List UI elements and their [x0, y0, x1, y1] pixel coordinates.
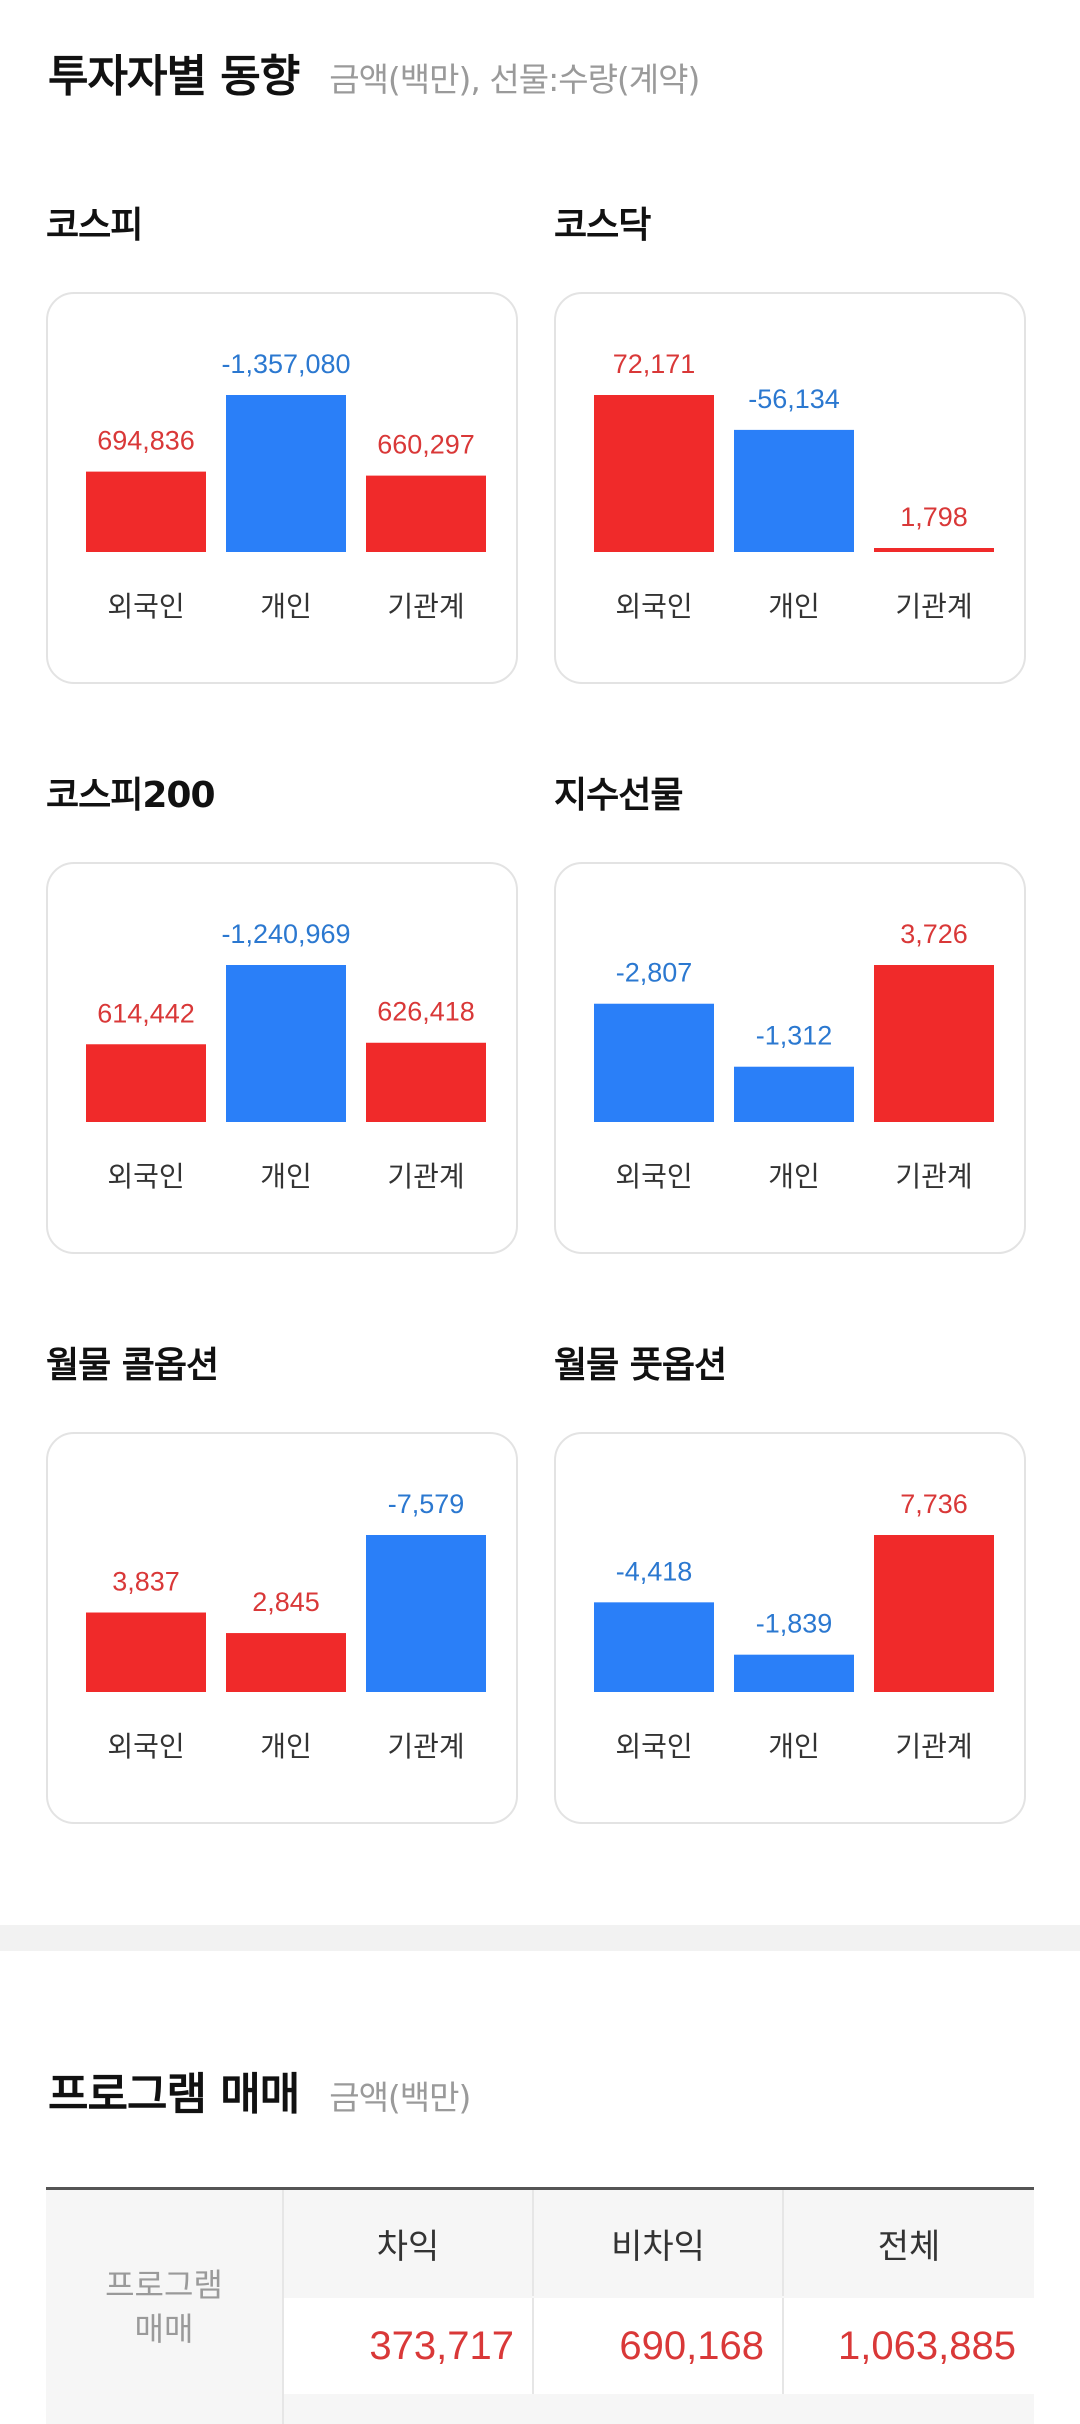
investor-trend-title: 투자자별 동향	[48, 51, 300, 102]
value-total: 1,063,885	[784, 2298, 1034, 2394]
value-label-foreigner: -4,418	[616, 1556, 693, 1586]
category-label-foreigner: 외국인	[615, 590, 692, 623]
column-header-arbitrage: 차익	[284, 2190, 534, 2296]
bar-institution	[874, 1535, 994, 1692]
bar-foreigner	[594, 1003, 714, 1122]
category-label-individual: 개인	[260, 1730, 312, 1763]
chart-title-4: 지수선물	[554, 775, 683, 816]
section-divider	[0, 1925, 1080, 1951]
bar-foreigner	[594, 395, 714, 552]
bar-institution	[366, 1535, 486, 1692]
value-label-institution: 660,297	[377, 430, 475, 460]
bar-chart-1: 694,836 외국인 -1,357,080 개인 660,297 기관계	[86, 349, 486, 623]
value-label-individual: -56,134	[748, 384, 840, 414]
chart-card-5[interactable]: 3,837 외국인 2,845 개인 -7,579 기관계	[46, 1432, 518, 1824]
value-label-institution: 626,418	[377, 997, 475, 1027]
bar-individual	[226, 395, 346, 552]
category-label-foreigner: 외국인	[107, 1730, 184, 1763]
bar-institution	[366, 475, 486, 552]
bar-chart-6: -4,418 외국인 -1,839 개인 7,736 기관계	[594, 1489, 994, 1763]
category-label-individual: 개인	[768, 1730, 820, 1763]
chart-card-1[interactable]: 694,836 외국인 -1,357,080 개인 660,297 기관계	[46, 292, 518, 684]
bar-individual	[734, 1654, 854, 1692]
bar-individual	[734, 1066, 854, 1122]
bar-foreigner	[86, 1044, 206, 1122]
value-label-institution: 1,798	[900, 502, 968, 532]
category-label-individual: 개인	[260, 1160, 312, 1193]
bar-institution	[366, 1042, 486, 1122]
investor-trend-header: 투자자별 동향 금액(백만), 선물:수량(계약)	[48, 40, 700, 104]
value-arbitrage: 373,717	[284, 2298, 534, 2394]
bar-institution	[874, 965, 994, 1122]
value-label-individual: -1,839	[756, 1609, 833, 1639]
program-trading-row-header: 프로그램 매매	[46, 2190, 284, 2424]
bar-chart-5: 3,837 외국인 2,845 개인 -7,579 기관계	[86, 1489, 486, 1763]
program-trading-title: 프로그램 매매	[48, 2069, 300, 2120]
value-label-individual: -1,240,969	[221, 919, 350, 949]
category-label-institution: 기관계	[895, 1730, 972, 1763]
value-label-institution: -7,579	[388, 1489, 465, 1519]
bar-individual	[226, 965, 346, 1122]
chart-title-6: 월물 풋옵션	[554, 1345, 727, 1386]
bar-chart-2: 72,171 외국인 -56,134 개인 1,798 기관계	[594, 349, 994, 623]
value-label-foreigner: 694,836	[97, 426, 195, 456]
chart-title-5: 월물 콜옵션	[46, 1345, 219, 1386]
category-label-foreigner: 외국인	[615, 1730, 692, 1763]
value-label-institution: 3,726	[900, 919, 968, 949]
investor-trend-subtitle: 금액(백만), 선물:수량(계약)	[329, 60, 700, 99]
column-header-non-arbitrage: 비차익	[534, 2190, 784, 2296]
chart-title-3: 코스피200	[46, 775, 216, 816]
value-label-individual: 2,845	[252, 1587, 320, 1617]
bar-individual	[734, 429, 854, 552]
category-label-institution: 기관계	[895, 1160, 972, 1193]
category-label-institution: 기관계	[387, 590, 464, 623]
value-label-individual: -1,357,080	[221, 349, 350, 379]
category-label-individual: 개인	[768, 1160, 820, 1193]
bar-foreigner	[86, 471, 206, 552]
bar-foreigner	[594, 1602, 714, 1692]
chart-card-2[interactable]: 72,171 외국인 -56,134 개인 1,798 기관계	[554, 292, 1026, 684]
value-label-foreigner: -2,807	[616, 958, 693, 988]
chart-title-1: 코스피	[46, 205, 143, 246]
bar-institution	[874, 548, 994, 552]
chart-card-6[interactable]: -4,418 외국인 -1,839 개인 7,736 기관계	[554, 1432, 1026, 1824]
category-label-institution: 기관계	[387, 1730, 464, 1763]
bar-chart-4: -2,807 외국인 -1,312 개인 3,726 기관계	[594, 919, 994, 1193]
row-header-line2: 매매	[134, 2310, 194, 2348]
chart-card-3[interactable]: 614,442 외국인 -1,240,969 개인 626,418 기관계	[46, 862, 518, 1254]
chart-title-2: 코스닥	[554, 205, 651, 246]
value-label-institution: 7,736	[900, 1489, 968, 1519]
category-label-foreigner: 외국인	[107, 1160, 184, 1193]
bar-foreigner	[86, 1612, 206, 1692]
value-non-arbitrage: 690,168	[534, 2298, 784, 2394]
program-trading-header: 프로그램 매매 금액(백만)	[48, 2058, 471, 2122]
program-trading-table: 프로그램 매매 차익 비차익 전체 373,717 690,168 1,063,…	[46, 2187, 1034, 2424]
chart-card-4[interactable]: -2,807 외국인 -1,312 개인 3,726 기관계	[554, 862, 1026, 1254]
value-label-individual: -1,312	[756, 1021, 833, 1051]
row-header-line1: 프로그램	[105, 2266, 223, 2304]
bar-individual	[226, 1633, 346, 1692]
program-trading-subtitle: 금액(백만)	[329, 2078, 471, 2117]
category-label-institution: 기관계	[387, 1160, 464, 1193]
category-label-institution: 기관계	[895, 590, 972, 623]
category-label-individual: 개인	[260, 590, 312, 623]
category-label-foreigner: 외국인	[107, 590, 184, 623]
category-label-foreigner: 외국인	[615, 1160, 692, 1193]
column-header-total: 전체	[877, 2226, 941, 2267]
bar-chart-3: 614,442 외국인 -1,240,969 개인 626,418 기관계	[86, 919, 486, 1193]
value-label-foreigner: 3,837	[112, 1567, 180, 1597]
category-label-individual: 개인	[768, 590, 820, 623]
value-label-foreigner: 614,442	[97, 998, 195, 1028]
value-label-foreigner: 72,171	[613, 349, 696, 379]
